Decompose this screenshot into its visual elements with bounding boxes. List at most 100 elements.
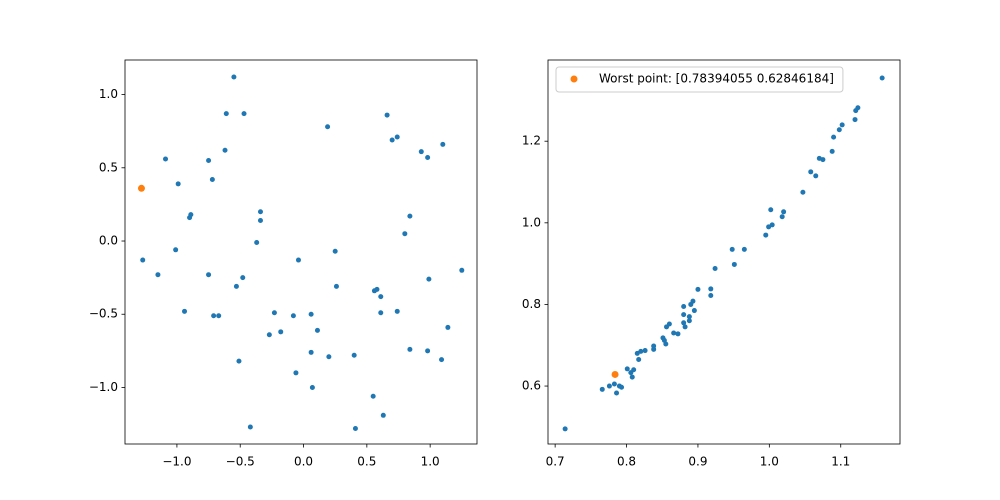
point — [394, 308, 400, 314]
point — [836, 127, 842, 133]
point — [829, 148, 835, 154]
point — [418, 149, 424, 155]
axes-frame — [547, 59, 901, 445]
point — [394, 134, 400, 140]
point — [631, 367, 637, 373]
point — [638, 348, 644, 354]
legend-label: Worst point: [0.78394055 0.62846184] — [599, 72, 834, 86]
point — [206, 272, 212, 278]
point — [384, 112, 390, 118]
point — [636, 357, 642, 363]
point — [440, 141, 446, 147]
x-tick-label: −0.5 — [226, 455, 255, 469]
point — [663, 341, 669, 347]
legend: Worst point: [0.78394055 0.62846184] — [555, 66, 844, 93]
point — [175, 181, 181, 187]
point — [206, 157, 212, 163]
y-tick-label: 0.5 — [99, 160, 118, 174]
point — [681, 312, 687, 318]
point — [407, 346, 413, 352]
legend-box — [555, 66, 844, 93]
point — [233, 283, 239, 289]
point — [839, 122, 845, 128]
point — [681, 320, 687, 326]
point — [813, 173, 819, 179]
point — [729, 246, 735, 252]
axes: −1.0 −0.5 0.0 0.5 1.0 −1.0 −0.5 0.0 0.5 1.0 — [89, 59, 478, 469]
point — [808, 169, 814, 175]
point — [820, 157, 826, 163]
point — [425, 348, 431, 354]
point — [855, 105, 861, 111]
axes-frame — [124, 59, 478, 445]
point — [389, 137, 395, 143]
y-tick-label: 0.8 — [522, 297, 541, 311]
point — [231, 74, 237, 80]
point — [351, 352, 357, 358]
point — [293, 370, 299, 376]
point — [254, 239, 260, 245]
point — [314, 327, 320, 333]
point — [290, 313, 296, 319]
y-tick-label: 1.2 — [522, 134, 541, 148]
x-tick-label: 1.0 — [421, 455, 440, 469]
x-tick-label: 0.8 — [617, 455, 636, 469]
point — [407, 213, 413, 219]
point — [222, 147, 228, 153]
point — [675, 331, 681, 337]
point — [223, 111, 229, 117]
point — [236, 358, 242, 364]
y-tick-label: −1.0 — [89, 380, 118, 394]
point — [182, 308, 188, 314]
y-tick-label: 1.0 — [99, 87, 118, 101]
point — [459, 267, 465, 273]
point — [240, 275, 246, 281]
point — [781, 209, 787, 215]
point — [173, 247, 179, 253]
point — [370, 393, 376, 399]
y-tick-label: 0.0 — [99, 234, 118, 248]
point — [691, 308, 697, 314]
point — [326, 354, 332, 360]
point — [624, 366, 630, 372]
point — [779, 214, 785, 220]
point — [378, 310, 384, 316]
point — [562, 426, 568, 432]
point — [731, 261, 737, 267]
point — [308, 311, 314, 317]
point — [671, 330, 677, 336]
y-tick-label: 0.6 — [522, 379, 541, 393]
point — [690, 298, 696, 304]
point — [682, 324, 688, 330]
point — [374, 286, 380, 292]
point — [741, 246, 747, 252]
point — [763, 232, 769, 238]
point — [712, 266, 718, 272]
point — [163, 156, 169, 162]
point — [619, 384, 625, 390]
point — [852, 117, 858, 123]
point — [445, 324, 451, 330]
point — [599, 386, 605, 392]
point — [439, 357, 445, 363]
point — [695, 286, 701, 292]
point — [332, 248, 338, 254]
point — [768, 207, 774, 213]
point — [686, 318, 692, 324]
point — [666, 321, 672, 327]
point — [708, 286, 714, 292]
x-tick-label: −1.0 — [162, 455, 191, 469]
point — [426, 276, 432, 282]
point — [278, 329, 284, 335]
point — [686, 314, 692, 320]
point — [333, 283, 339, 289]
x-tick-label: 1.0 — [760, 455, 779, 469]
point — [352, 425, 358, 431]
point — [611, 381, 617, 387]
point — [629, 374, 635, 380]
point — [681, 303, 687, 309]
point — [879, 75, 885, 81]
legend-marker — [570, 75, 578, 83]
